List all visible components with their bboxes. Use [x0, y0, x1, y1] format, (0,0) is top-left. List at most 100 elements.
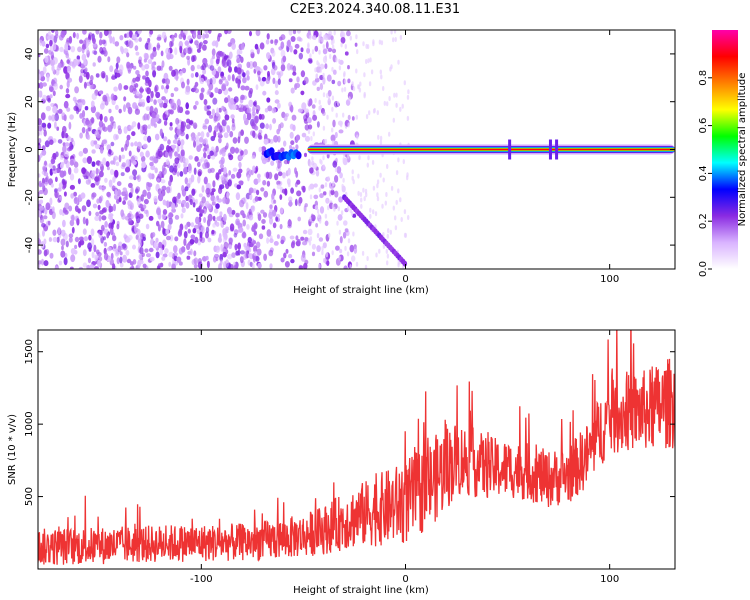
noise-blob — [376, 179, 380, 185]
noise-blob — [180, 213, 184, 219]
noise-blob — [70, 46, 76, 53]
noise-blob — [372, 209, 375, 215]
noise-blob — [59, 170, 65, 178]
noise-blob — [275, 216, 278, 222]
noise-blob — [123, 96, 127, 102]
noise-blob — [214, 197, 218, 202]
noise-blob — [266, 229, 272, 237]
noise-blob — [165, 151, 169, 158]
noise-blob — [223, 132, 229, 139]
noise-blob — [179, 171, 184, 177]
noise-blob — [338, 65, 342, 71]
noise-blob — [95, 73, 100, 78]
noise-blob — [156, 36, 162, 41]
noise-blob — [337, 206, 340, 212]
noise-blob — [218, 233, 222, 241]
x-tick-label: -100 — [190, 274, 213, 285]
noise-blob — [309, 163, 312, 169]
noise-blob — [271, 192, 275, 200]
noise-blob — [316, 121, 320, 128]
noise-blob — [244, 136, 249, 144]
noise-blob — [199, 209, 205, 214]
noise-blob — [154, 133, 160, 141]
noise-blob — [207, 213, 213, 222]
noise-blob — [363, 72, 366, 78]
noise-blob — [89, 79, 93, 86]
noise-blob — [403, 80, 406, 86]
noise-blob — [139, 259, 144, 265]
noise-blob — [155, 91, 161, 99]
noise-blob — [115, 161, 120, 167]
colorbar-ticks: 0.0 0.2 0.4 0.6 0.8 — [698, 70, 712, 277]
noise-blob — [313, 35, 317, 41]
noise-blob — [280, 147, 285, 153]
noise-blob — [338, 58, 341, 64]
noise-blob — [334, 167, 338, 173]
noise-blob — [126, 237, 131, 243]
noise-blob — [316, 60, 319, 66]
noise-blob — [154, 167, 158, 174]
noise-blob — [242, 72, 246, 78]
noise-blob — [66, 66, 72, 74]
noise-blob — [307, 30, 311, 36]
noise-blob — [274, 173, 279, 181]
noise-blob — [187, 163, 192, 172]
noise-blob — [162, 102, 168, 109]
noise-blob — [215, 145, 219, 153]
noise-blob — [256, 189, 260, 196]
noise-blob — [343, 86, 347, 92]
noise-blob — [192, 122, 198, 129]
noise-blob — [239, 49, 243, 55]
noise-blob — [294, 43, 300, 49]
noise-blob — [91, 161, 96, 167]
noise-blob — [179, 70, 183, 76]
noise-blob — [378, 248, 381, 254]
noise-blob — [177, 199, 182, 205]
noise-blob — [171, 263, 176, 269]
noise-blob — [172, 139, 178, 144]
noise-blob — [364, 188, 368, 194]
noise-blob — [97, 169, 101, 174]
noise-blob — [248, 208, 252, 215]
noise-blob — [213, 253, 220, 259]
noise-blob — [228, 66, 232, 73]
noise-blob — [210, 194, 216, 202]
noise-blob — [200, 87, 205, 93]
noise-blob — [183, 238, 187, 247]
noise-blob — [279, 70, 284, 77]
noise-blob — [70, 254, 76, 263]
noise-blob — [240, 85, 246, 91]
noise-blob — [201, 185, 205, 193]
noise-blob — [280, 239, 285, 245]
noise-blob — [156, 207, 161, 216]
noise-blob — [161, 164, 166, 172]
noise-blob — [149, 105, 154, 113]
noise-blob — [193, 250, 197, 257]
noise-blob — [99, 146, 104, 154]
noise-blob — [141, 161, 147, 169]
noise-blob — [82, 228, 87, 235]
noise-blob — [401, 103, 404, 109]
noise-blob — [248, 214, 254, 221]
x-tick-label: 100 — [600, 574, 619, 585]
noise-blob — [263, 190, 269, 198]
noise-blob — [84, 106, 89, 111]
noise-blob — [251, 205, 256, 212]
noise-blob — [249, 87, 254, 95]
noise-blob — [173, 165, 178, 173]
noise-blob — [322, 155, 325, 161]
noise-blob — [356, 49, 359, 55]
noise-blob — [221, 59, 226, 67]
noise-blob — [326, 93, 329, 98]
noise-blob — [180, 121, 184, 129]
noise-blob — [44, 55, 49, 64]
noise-blob — [254, 115, 259, 124]
noise-blob — [181, 67, 187, 74]
noise-blob — [39, 199, 44, 205]
noise-blob — [144, 63, 150, 70]
noise-blob — [161, 185, 167, 191]
noise-blob — [109, 65, 114, 73]
noise-blob — [158, 241, 163, 249]
noise-blob — [253, 250, 258, 257]
noise-blob — [302, 241, 308, 246]
